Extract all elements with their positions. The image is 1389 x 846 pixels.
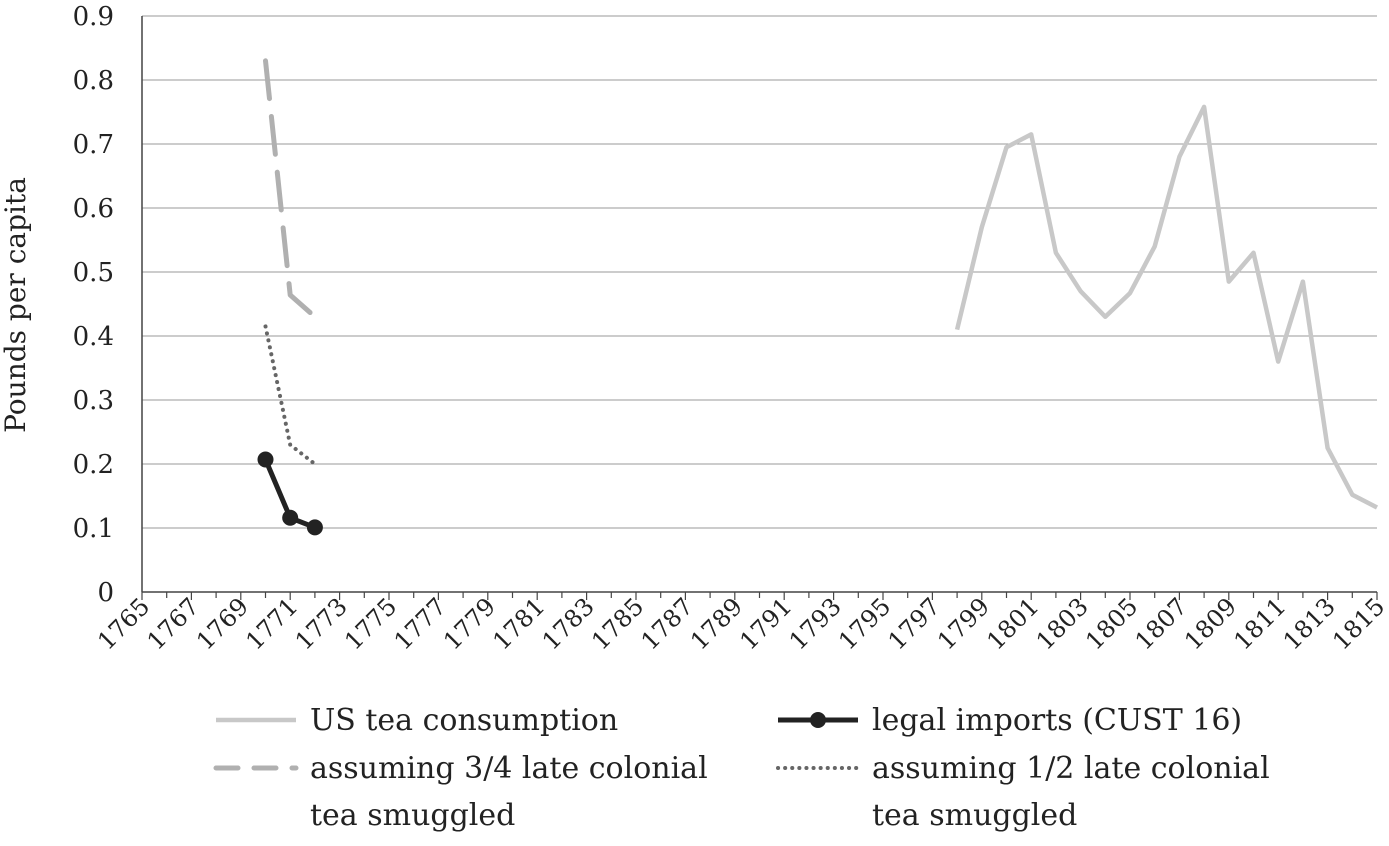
series-1-marker-0 bbox=[257, 451, 274, 468]
x-tick-label-20: 1805 bbox=[1080, 592, 1143, 655]
x-tick-label-12: 1789 bbox=[685, 592, 748, 655]
x-tick-label-14: 1793 bbox=[784, 592, 847, 655]
x-tick-label-7: 1779 bbox=[438, 592, 501, 655]
x-tick-label-19: 1803 bbox=[1031, 592, 1094, 655]
series-1-marker-1 bbox=[282, 509, 299, 526]
series-line-2 bbox=[263, 58, 318, 320]
y-axis-label: Pounds per capita bbox=[0, 177, 32, 433]
x-tick-label-15: 1795 bbox=[833, 592, 896, 655]
series-line-0 bbox=[954, 104, 1379, 510]
x-tick-label-22: 1809 bbox=[1179, 592, 1242, 655]
x-tick-label-11: 1787 bbox=[636, 592, 699, 655]
x-axis-ticks: 1765176717691771177317751777177917811783… bbox=[92, 592, 1389, 655]
y-tick-label-7: 0.7 bbox=[73, 130, 114, 160]
y-tick-label-0: 0 bbox=[97, 578, 114, 608]
x-tick-label-2: 1769 bbox=[191, 592, 254, 655]
y-tick-label-3: 0.3 bbox=[73, 386, 114, 416]
x-tick-label-23: 1811 bbox=[1228, 592, 1291, 655]
legend-label-1-0: legal imports (CUST 16) bbox=[872, 703, 1242, 738]
y-tick-label-2: 0.2 bbox=[73, 450, 114, 480]
x-tick-label-25: 1815 bbox=[1327, 592, 1389, 655]
x-tick-label-18: 1801 bbox=[981, 592, 1044, 655]
x-tick-label-9: 1783 bbox=[537, 592, 600, 655]
y-axis-ticks: 0 0.1 0.2 0.3 0.4 0.5 0.6 0.7 0.8 0.9 bbox=[73, 2, 114, 608]
x-tick-label-3: 1771 bbox=[240, 592, 303, 655]
series-1-marker-2 bbox=[306, 519, 323, 536]
x-tick-label-24: 1813 bbox=[1278, 592, 1341, 655]
series-line-3 bbox=[263, 324, 317, 466]
y-tick-label-8: 0.8 bbox=[73, 66, 114, 96]
x-tick-label-1: 1767 bbox=[142, 592, 205, 655]
x-tick-label-6: 1777 bbox=[389, 592, 452, 655]
x-tick-label-8: 1781 bbox=[487, 592, 550, 655]
x-tick-label-4: 1773 bbox=[290, 592, 353, 655]
x-tick-label-17: 1799 bbox=[932, 592, 995, 655]
legend-label-2-0: assuming 3/4 late colonial bbox=[310, 751, 708, 786]
x-tick-label-16: 1797 bbox=[883, 592, 946, 655]
legend-label-2-1: tea smuggled bbox=[310, 798, 515, 833]
legend-label-3-1: tea smuggled bbox=[872, 798, 1077, 833]
x-tick-label-21: 1807 bbox=[1130, 592, 1193, 655]
y-tick-label-9: 0.9 bbox=[73, 2, 114, 32]
y-tick-label-4: 0.4 bbox=[73, 322, 114, 352]
legend: US tea consumption legal imports (CUST 16… bbox=[213, 703, 1270, 833]
series-layer bbox=[257, 58, 1379, 536]
legend-label-0-0: US tea consumption bbox=[310, 703, 618, 738]
axes bbox=[141, 16, 1378, 600]
legend-swatch-marker-1 bbox=[810, 712, 826, 728]
y-tick-label-6: 0.6 bbox=[73, 194, 114, 224]
legend-label-3-0: assuming 1/2 late colonial bbox=[872, 751, 1270, 786]
y-tick-label-5: 0.5 bbox=[73, 258, 114, 288]
gridlines bbox=[142, 15, 1377, 529]
x-tick-label-5: 1775 bbox=[339, 592, 402, 655]
x-tick-label-13: 1791 bbox=[734, 592, 797, 655]
y-tick-label-1: 0.1 bbox=[73, 514, 114, 544]
x-tick-label-10: 1785 bbox=[586, 592, 649, 655]
